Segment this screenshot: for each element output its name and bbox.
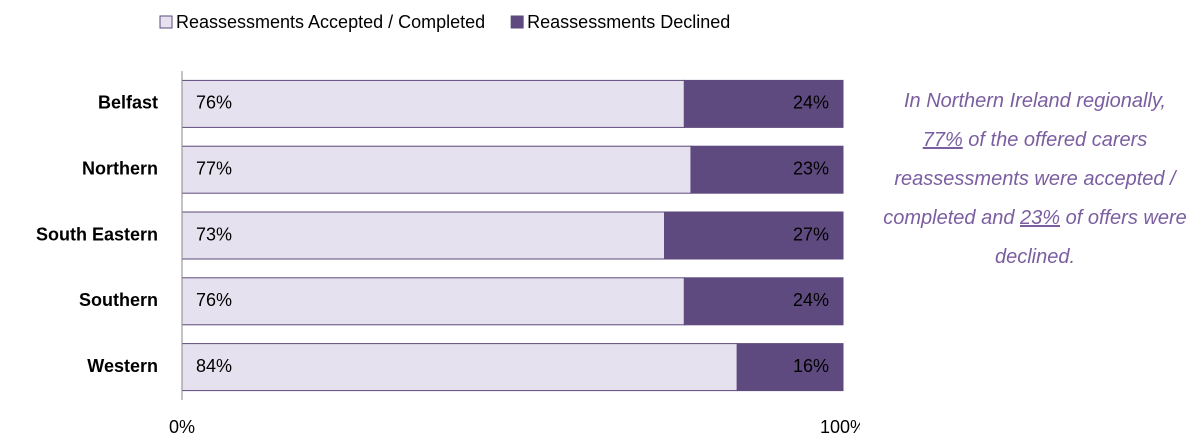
value-label: 24% <box>793 290 829 310</box>
bar-segment <box>181 145 692 194</box>
value-label: 27% <box>793 224 829 244</box>
legend-label: Reassessments Accepted / Completed <box>176 12 485 32</box>
value-label: 24% <box>793 93 829 113</box>
y-tick-label: Southern <box>79 290 158 310</box>
value-label: 23% <box>793 158 829 178</box>
bar-segment <box>690 145 844 194</box>
annotation-part: of offers were declined. <box>994 207 1187 268</box>
annotation-part: 23% <box>1020 207 1061 229</box>
value-label: 16% <box>793 356 829 376</box>
bar-segment <box>664 211 844 260</box>
annotation-part: of the offered carers reassessments were… <box>883 129 1176 229</box>
value-label: 76% <box>196 93 232 113</box>
bar-segment <box>181 277 685 326</box>
bar-segment <box>181 343 738 392</box>
x-tick-label: 100% <box>820 417 860 437</box>
legend-label: Reassessments Declined <box>527 12 730 32</box>
chart: Reassessments Accepted / Completed Reasse… <box>36 12 860 437</box>
annotation: In Northern Ireland regionally, 77% of t… <box>882 82 1188 277</box>
annotation-part: 77% <box>922 129 963 151</box>
annotation-part: In Northern Ireland regionally, <box>904 90 1166 112</box>
value-label: 76% <box>196 290 232 310</box>
bar-segment <box>683 79 844 128</box>
legend-swatch <box>159 15 173 29</box>
value-label: 77% <box>196 158 232 178</box>
x-tick-label: 0% <box>169 417 195 437</box>
bar-segment <box>181 211 666 260</box>
y-tick-label: South Eastern <box>36 224 158 244</box>
value-label: 84% <box>196 356 232 376</box>
value-label: 73% <box>196 224 232 244</box>
bar-segment <box>683 277 844 326</box>
y-tick-label: Belfast <box>98 93 158 113</box>
legend-swatch <box>510 15 524 29</box>
y-tick-label: Northern <box>82 158 158 178</box>
y-tick-label: Western <box>87 356 158 376</box>
bar-segment <box>736 343 844 392</box>
bar-segment <box>181 79 685 128</box>
